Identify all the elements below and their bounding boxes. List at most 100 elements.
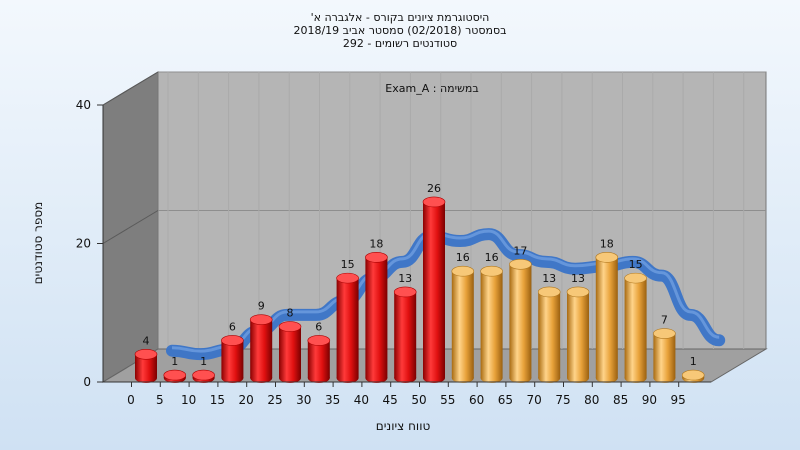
data-label: 15: [341, 258, 355, 271]
x-tick-label: 40: [354, 393, 369, 407]
bar-base: [279, 373, 301, 383]
x-tick-label: 10: [181, 393, 196, 407]
x-tick-label: 95: [671, 393, 686, 407]
bar-10: 1: [192, 355, 215, 383]
x-tick-label: 55: [440, 393, 455, 407]
bar-20: 9: [249, 300, 273, 383]
bar-base: [307, 373, 330, 383]
bar-5: 1: [163, 355, 187, 383]
x-tick-label: 85: [613, 393, 628, 407]
data-label: 13: [571, 272, 585, 285]
bar-70: 13: [537, 272, 561, 383]
bar-body: [480, 271, 503, 378]
gridline-side: [102, 71, 159, 106]
bar-35: 15: [336, 258, 359, 383]
title-line-3: סטודנטים רשומים - 292: [343, 37, 457, 50]
bar-body: [307, 340, 330, 378]
bar-top: [509, 258, 532, 270]
data-label: 6: [315, 320, 322, 333]
bar-top: [566, 286, 590, 298]
y-tick-label: 0: [83, 375, 91, 389]
title-line-1: היסטוגרמת ציונים בקורס - אלגברה א': [311, 11, 490, 24]
bar-top: [163, 369, 187, 381]
data-label: 1: [200, 355, 207, 368]
bar-body: [509, 264, 532, 378]
bar-top: [278, 321, 302, 332]
bar-80: 18: [595, 237, 619, 383]
data-label: 17: [513, 244, 527, 257]
bar-body: [653, 333, 676, 378]
bar-body: [595, 257, 618, 378]
bar-base: [567, 373, 589, 383]
bar-base: [595, 373, 618, 383]
bar-top: [451, 265, 475, 277]
x-tick-label: 35: [325, 393, 340, 407]
x-tick-label: 75: [555, 393, 570, 407]
bar-top: [365, 252, 388, 263]
bar-body: [423, 201, 445, 378]
bar-top: [595, 252, 619, 263]
data-label: 8: [287, 307, 294, 320]
bar-25: 8: [278, 307, 302, 383]
bar-50: 26: [422, 182, 446, 383]
bar-base: [451, 373, 474, 383]
data-label: 26: [427, 182, 441, 195]
bar-base: [624, 373, 647, 383]
x-tick-label: 70: [527, 393, 542, 407]
bar-base: [538, 373, 561, 383]
bar-65: 17: [509, 244, 532, 383]
x-tick-label: 15: [210, 393, 225, 407]
bar-body: [394, 291, 417, 378]
bar-base: [365, 373, 388, 383]
bar-55: 16: [451, 251, 475, 383]
y-axis-label: מספר סטודנטים: [31, 202, 45, 285]
data-label: 13: [542, 272, 556, 285]
axis-layer: 0 20 40 0 5 10 15 20 25 30 35 40 45 50 55 60 65 70 75 80 85 9…: [76, 98, 711, 407]
bar-top: [134, 348, 158, 360]
bar-top: [681, 369, 705, 381]
gridline-side: [102, 210, 159, 244]
bar-15: 6: [221, 320, 244, 383]
bar-45: 13: [393, 272, 417, 383]
y-tick-label: 20: [76, 237, 91, 251]
y-tick-label: 40: [76, 98, 91, 112]
x-tick-label: 25: [267, 393, 282, 407]
x-tick-label: 5: [156, 393, 164, 407]
data-label: 6: [229, 320, 236, 333]
title-line-2: בסמסטר (02/2018) סמסטר אביב 2018/19: [293, 24, 506, 37]
data-label: 16: [456, 251, 470, 264]
x-tick-label: 90: [642, 393, 657, 407]
bar-base: [653, 373, 676, 383]
data-label: 7: [661, 314, 668, 327]
data-label: 1: [690, 355, 697, 368]
x-tick-label: 0: [127, 393, 135, 407]
bar-top: [624, 272, 647, 284]
bar-base: [480, 373, 503, 383]
data-label: 15: [629, 258, 643, 271]
bar-top: [653, 328, 676, 339]
bar-body: [135, 354, 157, 378]
chart-title: היסטוגרמת ציונים בקורס - אלגברה א' בסמסט…: [293, 11, 506, 50]
data-label: 16: [485, 251, 499, 264]
bar-base: [509, 373, 532, 383]
bar-body: [538, 291, 561, 378]
bar-body: [451, 271, 474, 378]
task-annotation: במשימה : Exam_A: [385, 82, 478, 95]
bar-top: [192, 369, 215, 381]
x-tick-label: 60: [469, 393, 484, 407]
bar-body: [250, 319, 273, 378]
bar-body: [279, 326, 301, 378]
bar-base: [250, 373, 273, 383]
bar-top: [393, 286, 417, 298]
bar-body: [624, 278, 647, 378]
bar-top: [307, 335, 331, 346]
bar-top: [422, 196, 446, 208]
data-label: 1: [171, 355, 178, 368]
x-tick-label: 65: [498, 393, 513, 407]
bar-base: [336, 373, 359, 383]
x-tick-label: 45: [383, 393, 398, 407]
data-label: 4: [143, 334, 150, 347]
